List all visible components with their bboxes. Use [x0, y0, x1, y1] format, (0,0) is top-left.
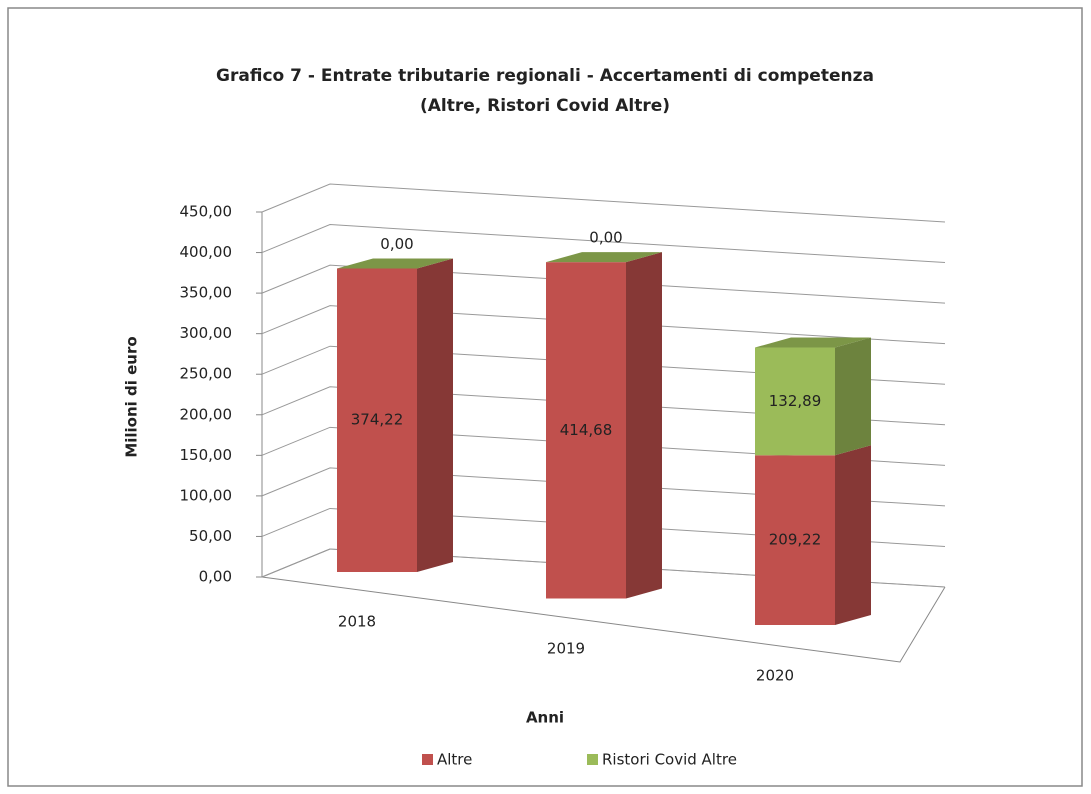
bar-top — [755, 337, 871, 348]
grid-line — [261, 507, 946, 547]
y-tick-label: 350,00 — [180, 284, 233, 302]
legend-swatch — [587, 754, 598, 765]
bar-side — [835, 337, 871, 456]
bar-side — [626, 252, 662, 599]
legend-label: Ristori Covid Altre — [602, 751, 737, 769]
frame — [7, 7, 1083, 787]
y-tick-label: 450,00 — [180, 203, 233, 221]
data-label: 0,00 — [589, 229, 622, 247]
grid-line — [261, 183, 946, 223]
grid-line — [261, 467, 946, 507]
y-tick-label: 400,00 — [180, 243, 233, 261]
y-tick-label: 150,00 — [180, 446, 233, 464]
x-tick-label: 2020 — [756, 667, 794, 685]
data-label: 0,00 — [380, 235, 413, 253]
data-label: 209,22 — [769, 531, 822, 549]
x-tick-label: 2018 — [338, 613, 376, 631]
y-tick-label: 0,00 — [199, 568, 232, 586]
grid-line — [261, 224, 946, 264]
bar-side — [417, 258, 453, 572]
bar-side — [835, 445, 871, 625]
legend-label: Altre — [437, 751, 472, 769]
bar-top — [546, 252, 662, 263]
y-tick-label: 300,00 — [180, 324, 233, 342]
y-tick-label: 200,00 — [180, 405, 233, 423]
chart-title: Grafico 7 - Entrate tributarie regionali… — [216, 66, 874, 86]
data-label: 374,22 — [351, 411, 404, 429]
bar — [755, 347, 835, 456]
data-label: 132,89 — [769, 392, 822, 410]
y-tick-label: 50,00 — [189, 527, 232, 545]
data-label: 414,68 — [560, 421, 613, 439]
bar-top — [337, 258, 453, 269]
legend-swatch — [422, 754, 433, 765]
grid-line — [261, 345, 946, 385]
floor — [261, 576, 946, 663]
bar — [546, 262, 626, 599]
x-axis-title: Anni — [526, 709, 564, 727]
bar — [337, 268, 417, 572]
chart-subtitle: (Altre, Ristori Covid Altre) — [420, 96, 670, 116]
grid-line — [261, 386, 946, 426]
grid-line — [261, 426, 946, 466]
y-tick-label: 100,00 — [180, 486, 233, 504]
y-axis-title: Milioni di euro — [123, 336, 141, 457]
grid-line — [261, 548, 946, 588]
y-tick-label: 250,00 — [180, 365, 233, 383]
grid-line — [261, 264, 946, 304]
x-tick-label: 2019 — [547, 640, 585, 658]
bar — [755, 455, 835, 625]
grid-line — [261, 305, 946, 345]
